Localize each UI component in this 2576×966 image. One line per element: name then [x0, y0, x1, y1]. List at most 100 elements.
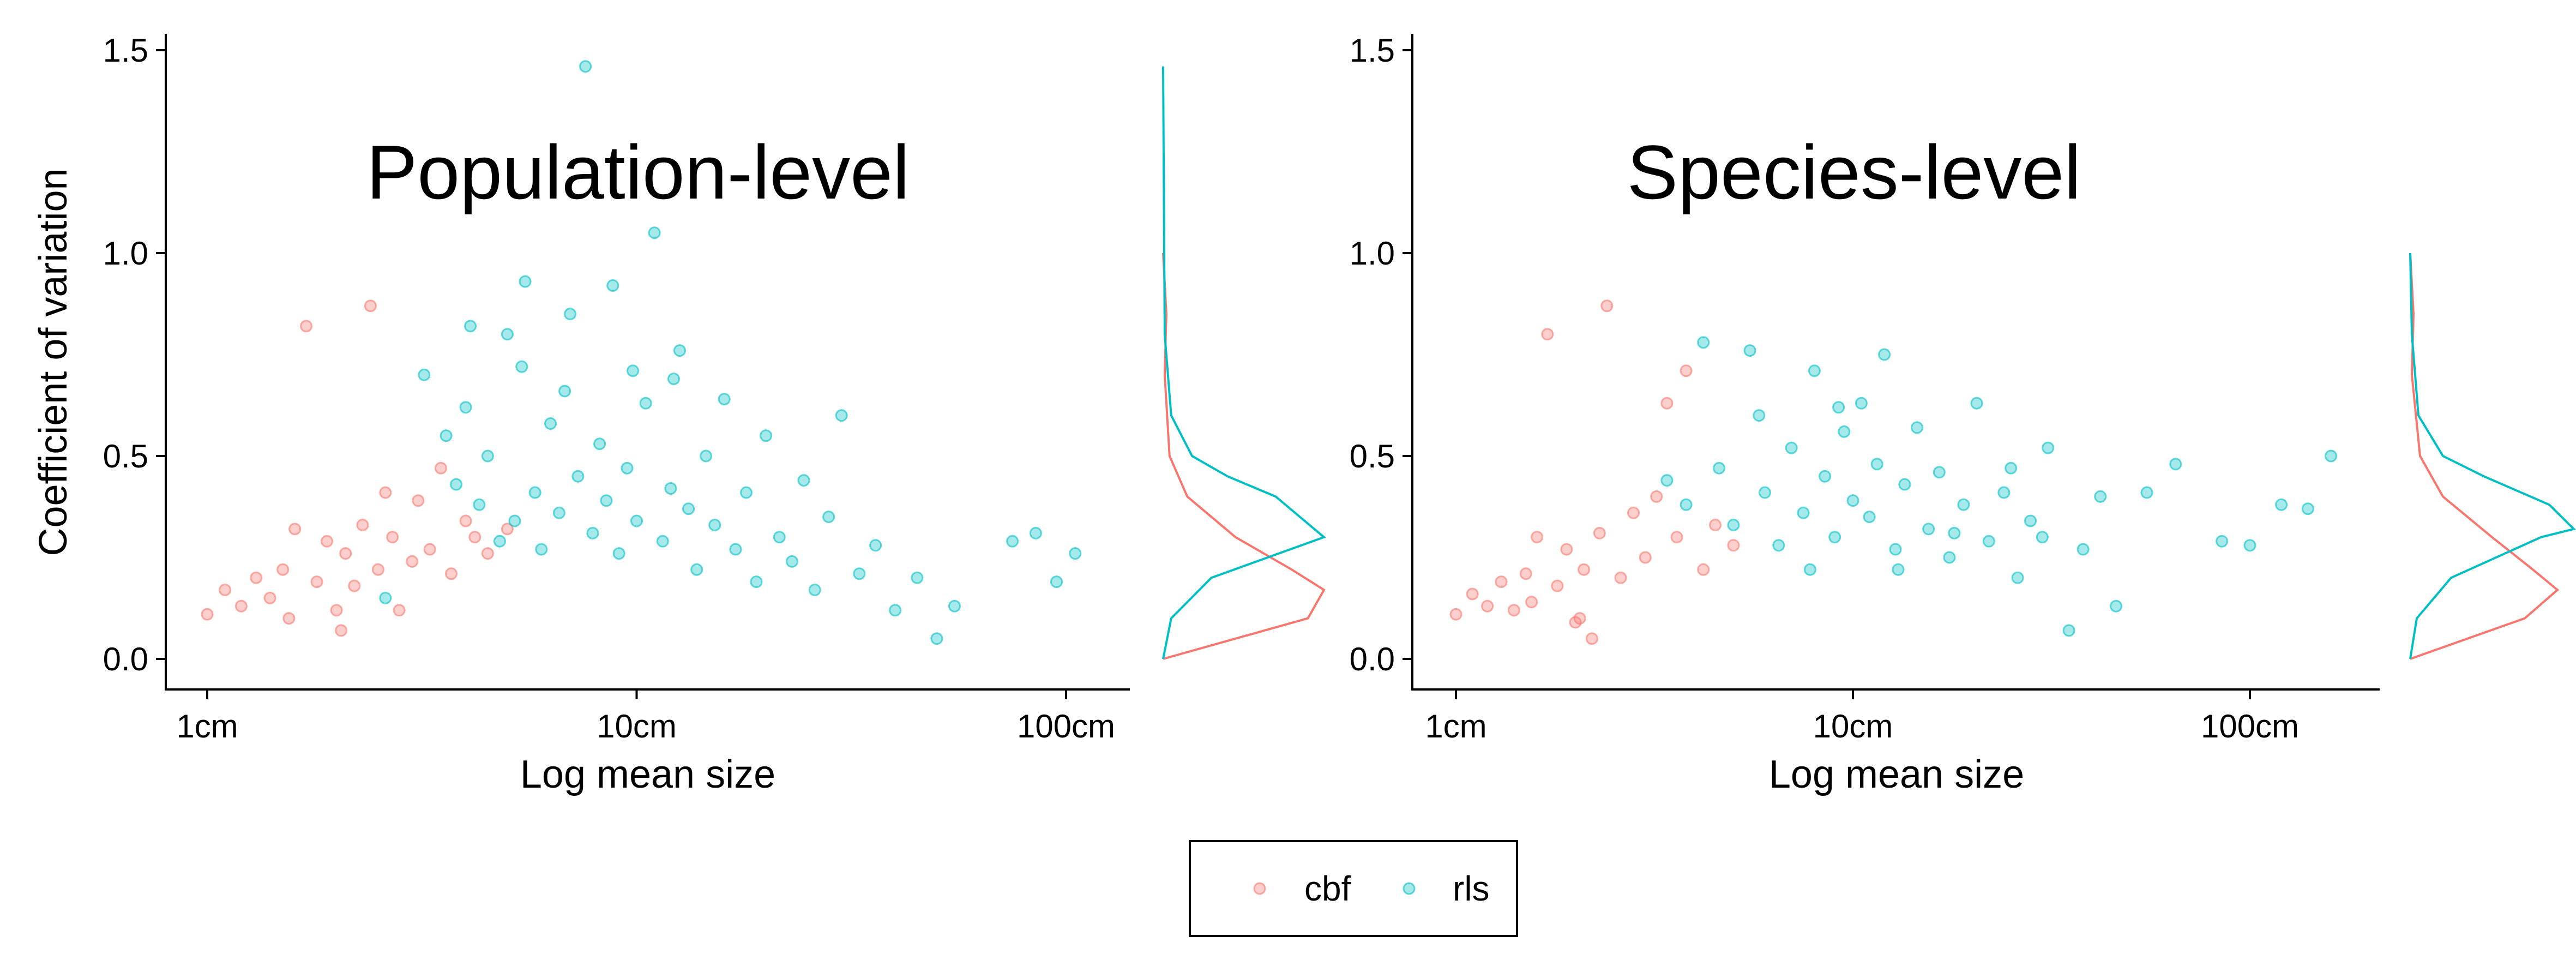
point-rls — [1808, 364, 1821, 377]
point-rls — [1878, 348, 1891, 361]
points-rls — [379, 60, 1082, 645]
point-rls — [773, 531, 786, 544]
point-cbf — [339, 547, 352, 560]
point-rls — [450, 478, 463, 491]
point-cbf — [282, 612, 296, 625]
point-rls — [1832, 401, 1845, 414]
point-cbf — [356, 519, 369, 531]
point-rls — [1838, 425, 1851, 438]
point-rls — [889, 604, 902, 617]
point-rls — [930, 632, 943, 645]
point-cbf — [1578, 563, 1591, 576]
point-rls — [2042, 441, 2055, 454]
point-cbf — [406, 555, 419, 568]
point-cbf — [1466, 587, 1479, 601]
legend: cbf rls — [1189, 840, 1518, 937]
point-cbf — [1697, 563, 1710, 576]
point-cbf — [1680, 364, 1693, 377]
point-rls — [797, 474, 810, 487]
point-rls — [718, 393, 731, 406]
point-rls — [664, 482, 677, 495]
point-cbf — [1727, 539, 1740, 552]
point-cbf — [1709, 519, 1722, 531]
point-rls — [621, 461, 634, 475]
x-axis-title: Log mean size — [520, 753, 775, 796]
point-rls — [1697, 336, 1710, 349]
density-curve-rls — [2409, 253, 2576, 659]
point-cbf — [1593, 526, 1606, 539]
y-tick-label: 1.0 — [1350, 235, 1395, 272]
point-cbf — [250, 571, 263, 584]
y-tick-label: 0.5 — [103, 438, 148, 475]
point-rls — [639, 397, 652, 410]
point-rls — [2077, 543, 2090, 556]
point-cbf — [1600, 299, 1614, 313]
point-rls — [853, 567, 866, 580]
point-rls — [648, 226, 661, 239]
x-tick-label: 10cm — [1813, 708, 1893, 745]
legend-key-cbf — [1253, 882, 1266, 895]
point-rls — [2325, 449, 2338, 463]
points-cbf — [201, 299, 514, 637]
y-tick-label: 0.5 — [1350, 438, 1395, 475]
point-rls — [1743, 344, 1756, 357]
density-curve-cbf — [1162, 253, 1326, 660]
y-tick-label: 1.5 — [103, 32, 148, 69]
point-cbf — [423, 543, 436, 556]
point-rls — [481, 449, 494, 463]
x-axis-title: Log mean size — [1769, 753, 2024, 796]
point-rls — [418, 368, 431, 381]
point-rls — [552, 506, 565, 519]
density-curve-rls — [1162, 66, 1326, 659]
point-rls — [1922, 523, 1935, 536]
point-rls — [682, 502, 695, 515]
point-rls — [2301, 502, 2314, 515]
point-rls — [528, 486, 541, 499]
point-rls — [564, 308, 576, 321]
points-rls — [1660, 336, 2338, 637]
point-rls — [1957, 498, 1970, 511]
point-rls — [1050, 575, 1063, 589]
point-cbf — [1650, 490, 1663, 503]
point-rls — [1948, 526, 1961, 539]
point-rls — [740, 486, 753, 499]
point-rls — [440, 429, 453, 442]
point-rls — [690, 563, 703, 576]
point-rls — [544, 417, 557, 430]
point-rls — [1855, 397, 1868, 410]
point-rls — [1863, 511, 1876, 524]
point-rls — [1870, 458, 1883, 471]
legend-label-cbf: cbf — [1304, 869, 1351, 908]
point-cbf — [1614, 571, 1627, 584]
point-rls — [1797, 506, 1810, 519]
point-rls — [1772, 539, 1785, 552]
legend-key-rls — [1403, 882, 1416, 895]
point-rls — [808, 584, 821, 596]
point-cbf — [1551, 579, 1564, 592]
point-cbf — [321, 535, 333, 548]
point-cbf — [459, 514, 472, 527]
point-rls — [835, 409, 848, 422]
point-cbf — [1531, 531, 1544, 544]
point-cbf — [393, 604, 406, 617]
point-cbf — [481, 547, 494, 560]
point-rls — [1819, 470, 1832, 483]
point-cbf — [379, 486, 392, 499]
point-rls — [606, 279, 619, 292]
y-tick-label: 1.0 — [103, 235, 148, 272]
point-rls — [2094, 490, 2107, 503]
y-axis-title: Coefficient of variation — [32, 168, 75, 556]
point-rls — [2140, 486, 2153, 499]
point-cbf — [348, 579, 361, 592]
point-cbf — [1507, 604, 1520, 617]
point-rls — [1970, 397, 1983, 410]
point-cbf — [435, 461, 447, 475]
point-cbf — [1541, 328, 1554, 341]
point-rls — [1911, 421, 1923, 434]
point-cbf — [201, 608, 214, 621]
point-rls — [515, 360, 528, 373]
point-cbf — [330, 604, 343, 617]
point-rls — [630, 514, 643, 527]
x-tick-label: 100cm — [2201, 708, 2299, 745]
point-rls — [2062, 624, 2075, 637]
